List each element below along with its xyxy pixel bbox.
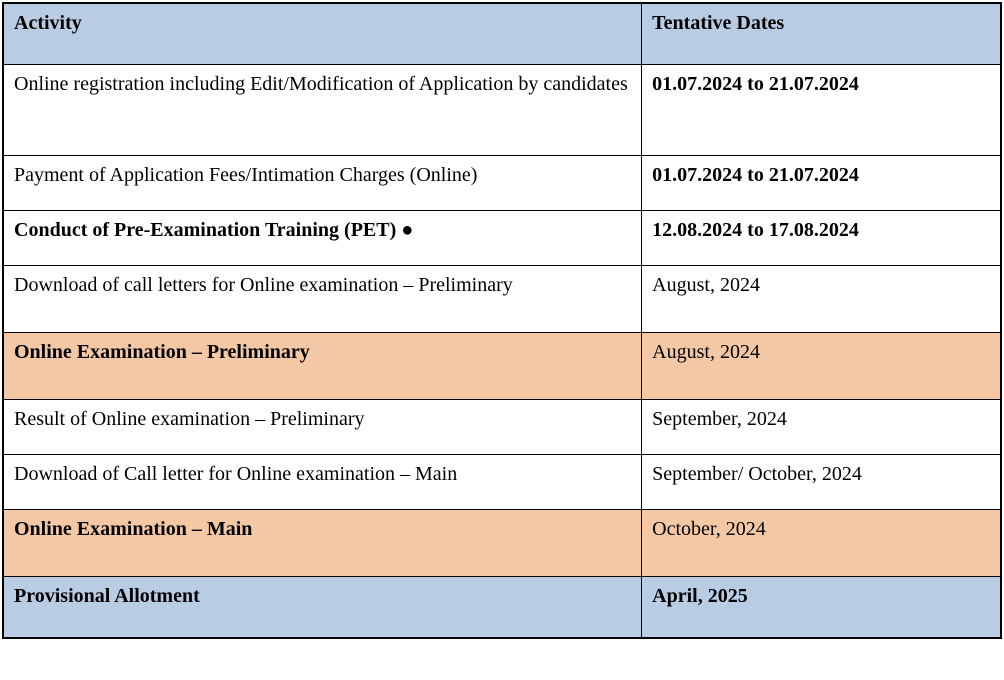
col-header-activity: Activity [3, 3, 642, 65]
table-row: Provisional Allotment April, 2025 [3, 577, 1001, 639]
cell-dates: 12.08.2024 to 17.08.2024 [642, 211, 1001, 266]
cell-activity: Payment of Application Fees/Intimation C… [3, 156, 642, 211]
table-row: Download of Call letter for Online exami… [3, 455, 1001, 510]
cell-activity: Provisional Allotment [3, 577, 642, 639]
cell-dates: October, 2024 [642, 510, 1001, 577]
cell-activity: Download of Call letter for Online exami… [3, 455, 642, 510]
table-row: Online Examination – Main October, 2024 [3, 510, 1001, 577]
cell-activity: Online Examination – Preliminary [3, 333, 642, 400]
cell-dates: September, 2024 [642, 400, 1001, 455]
col-header-dates: Tentative Dates [642, 3, 1001, 65]
cell-dates: August, 2024 [642, 266, 1001, 333]
cell-dates: August, 2024 [642, 333, 1001, 400]
table-body: Activity Tentative Dates Online registra… [3, 3, 1001, 638]
cell-dates: 01.07.2024 to 21.07.2024 [642, 156, 1001, 211]
cell-dates: September/ October, 2024 [642, 455, 1001, 510]
schedule-table: Activity Tentative Dates Online registra… [2, 2, 1002, 639]
table-row: Payment of Application Fees/Intimation C… [3, 156, 1001, 211]
cell-activity: Online registration including Edit/Modif… [3, 65, 642, 156]
table-row: Download of call letters for Online exam… [3, 266, 1001, 333]
cell-dates: April, 2025 [642, 577, 1001, 639]
table-row: Online Examination – Preliminary August,… [3, 333, 1001, 400]
cell-activity: Conduct of Pre-Examination Training (PET… [3, 211, 642, 266]
cell-activity: Download of call letters for Online exam… [3, 266, 642, 333]
table-row: Online registration including Edit/Modif… [3, 65, 1001, 156]
table-row: Result of Online examination – Prelimina… [3, 400, 1001, 455]
cell-activity: Result of Online examination – Prelimina… [3, 400, 642, 455]
cell-dates: 01.07.2024 to 21.07.2024 [642, 65, 1001, 156]
table-row: Conduct of Pre-Examination Training (PET… [3, 211, 1001, 266]
table-header-row: Activity Tentative Dates [3, 3, 1001, 65]
cell-activity: Online Examination – Main [3, 510, 642, 577]
